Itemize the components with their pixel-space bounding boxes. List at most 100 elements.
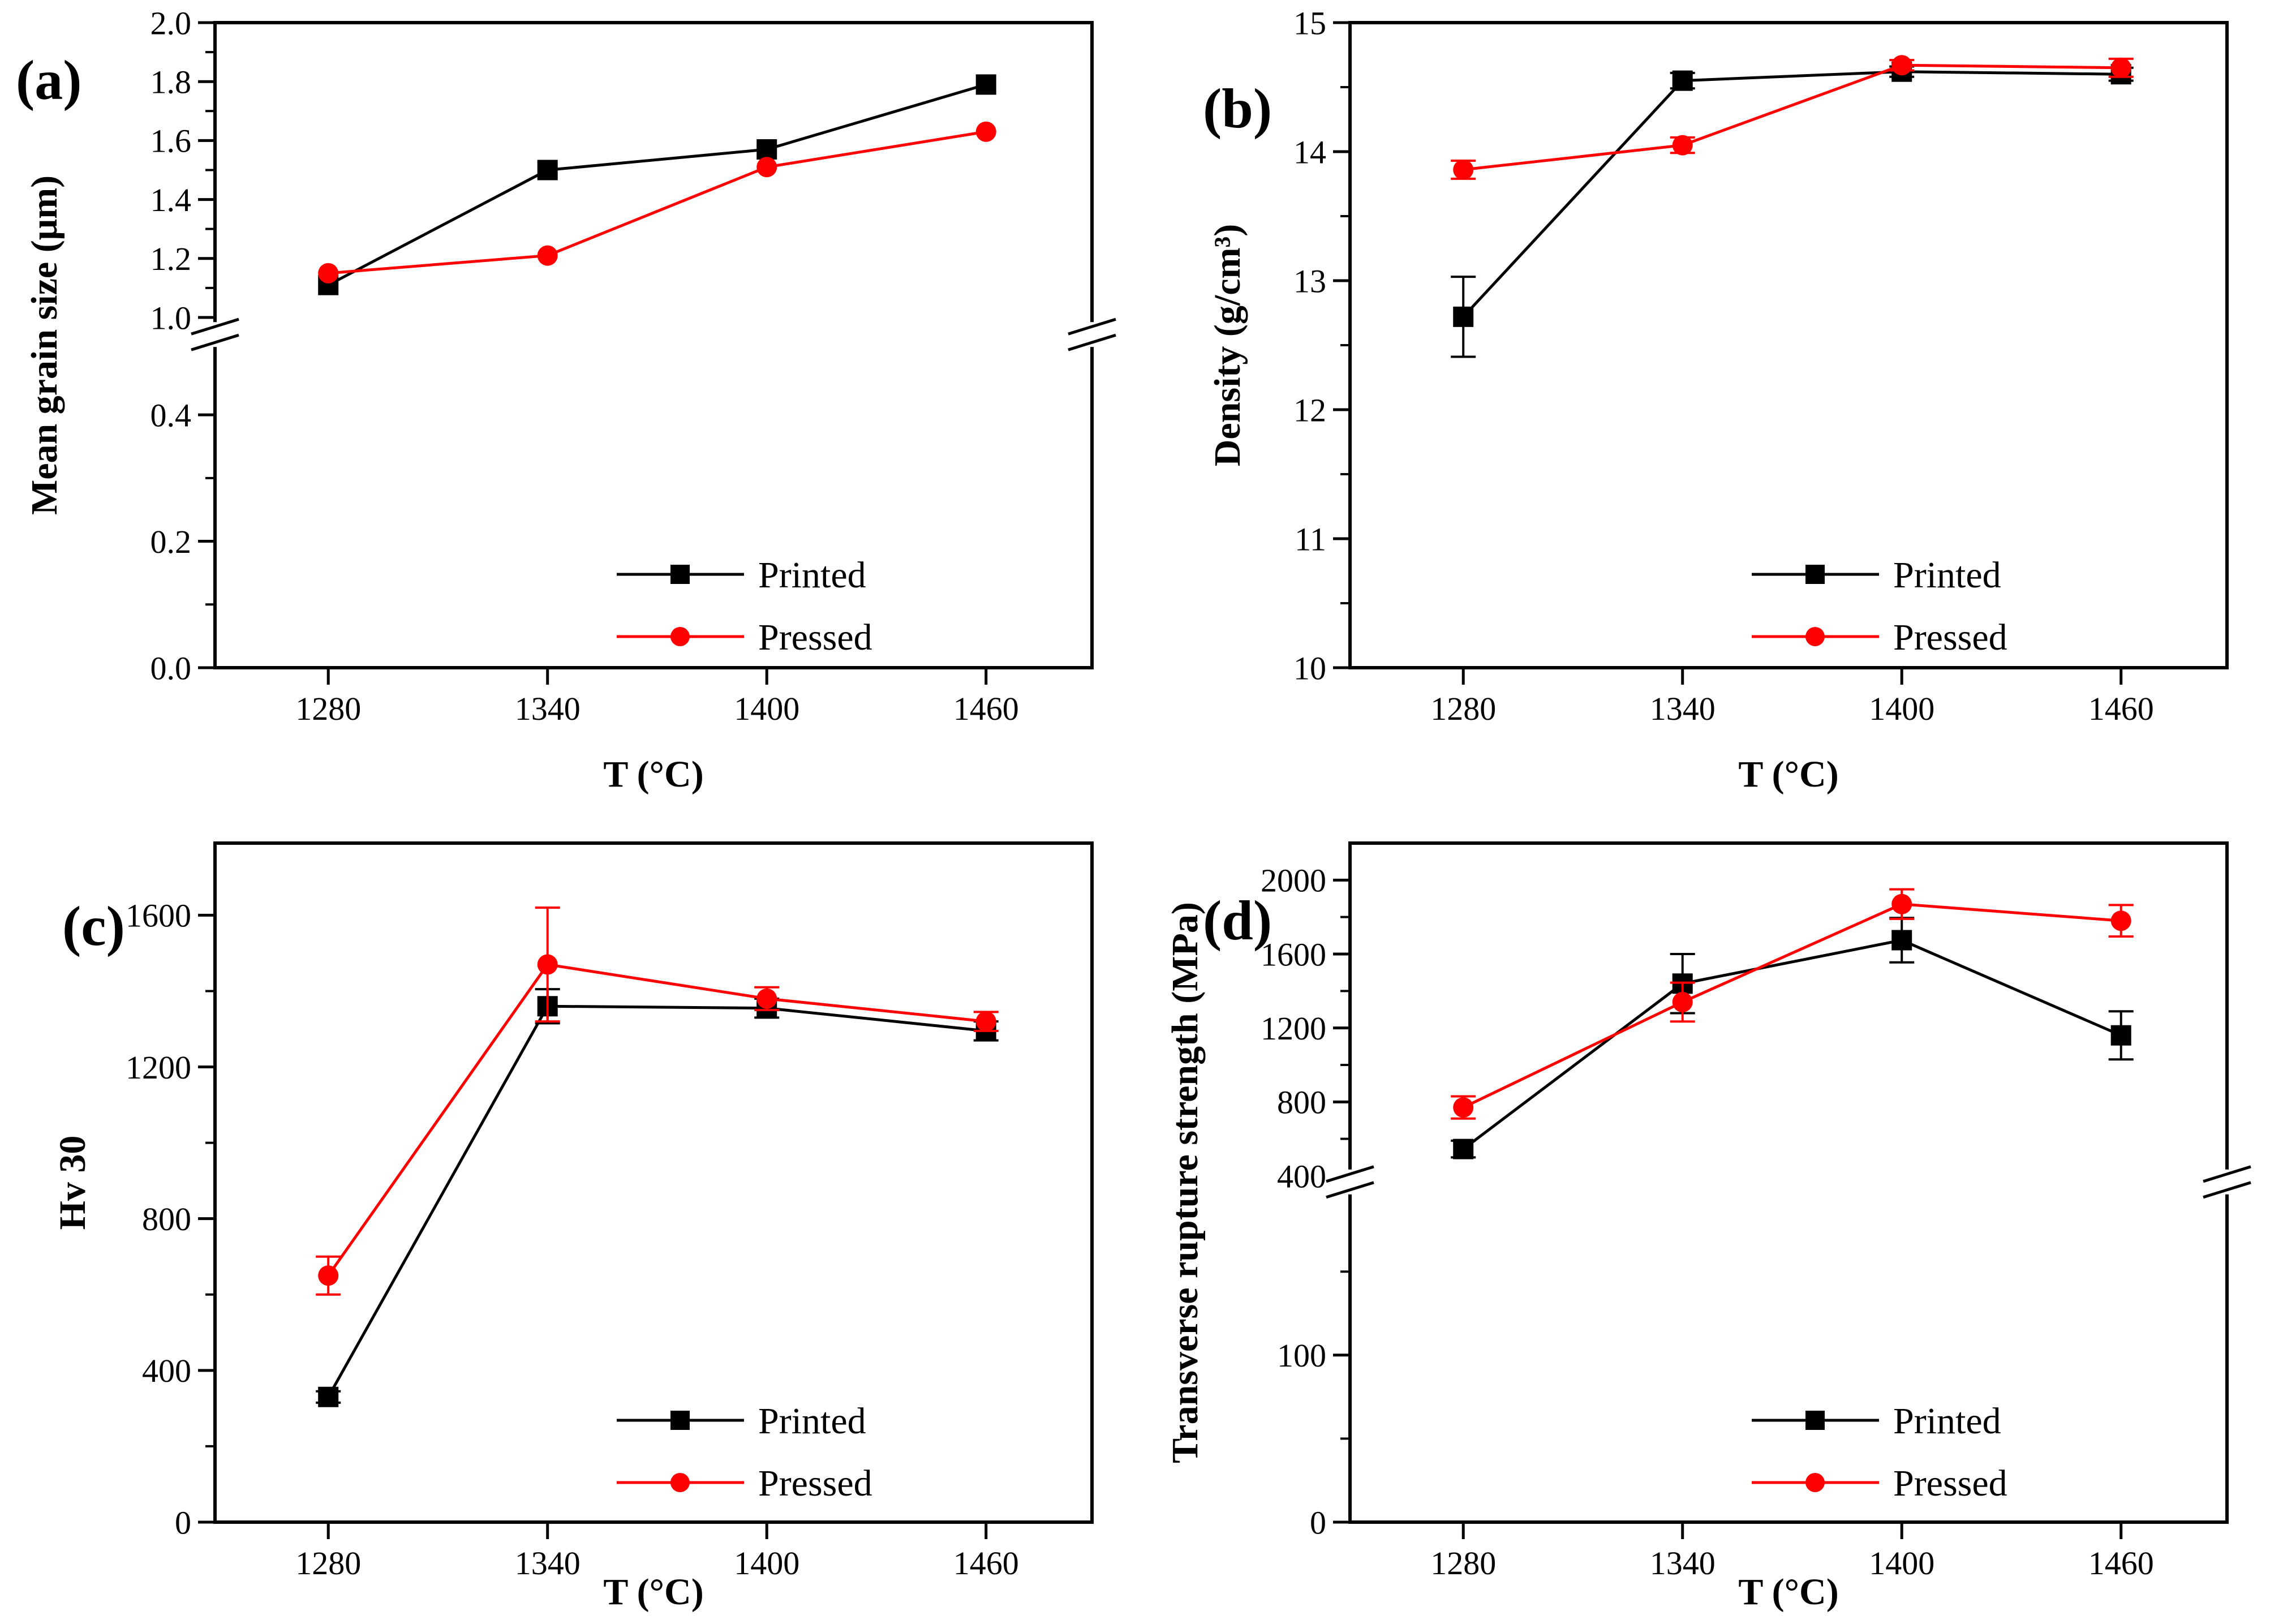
legend-label: Printed [1893,1400,2001,1442]
data-point-circle [756,988,777,1009]
data-point-square [1453,1138,1474,1159]
x-tick-label: 1400 [1869,690,1934,727]
legend-marker-circle [670,627,690,646]
y-tick-label: 1.4 [151,182,192,218]
series-line [1463,63,2121,171]
y-axis: 0.0 0.2 0.4 1.0 1.2 1.4 1.6 1.8 2.0 [151,5,215,686]
x-axis: 1280 1340 1400 1460 [1430,1522,2154,1582]
axis-break-slash [1068,333,1116,351]
data-point-square [975,74,996,95]
x-axis-title: T (°C) [603,754,703,795]
y-axis-title: Mean grain size (μm) [24,175,65,515]
legend-marker-circle [670,1473,690,1492]
y-tick-label: 15 [1293,5,1326,41]
legend-entry-pressed: Pressed [617,1463,872,1504]
x-tick-label: 1340 [1650,690,1716,727]
legend-marker-square [1805,1411,1825,1430]
y-axis-title: Hv 30 [52,1136,93,1230]
legend: Printed Pressed [1752,555,2007,658]
axis-break-slash [1326,1165,1374,1183]
series-pressed [1451,888,2134,1120]
y-tick-label: 400 [142,1352,191,1389]
legend: Printed Pressed [1752,1400,2007,1504]
x-axis-title: T (°C) [1738,754,1838,795]
x-tick-label: 1280 [1430,1545,1496,1582]
legend-label: Printed [758,1400,866,1442]
y-tick-label: 1.6 [151,123,192,160]
data-point-square [2110,1025,2131,1046]
y-axis-title: Transverse rupture strength (MPa) [1164,902,1206,1463]
data-point-square [1453,306,1474,327]
data-point-circle [1672,991,1693,1012]
y-tick-label: 13 [1293,263,1326,299]
panel-d-chart: 0 100 400 800 1200 1600 2000 1280 1340 1400 1460 Pr… [1164,841,2251,1613]
y-axis: 0 100 400 800 1200 1600 2000 [1261,862,1350,1541]
y-axis: 10 11 12 13 14 15 [1293,5,1350,686]
panel-label: (b) [1203,77,1272,140]
legend-entry-printed: Printed [1752,555,2001,596]
x-tick-label: 1340 [515,1545,581,1582]
legend-entry-pressed: Pressed [1752,617,2007,658]
panel-label: (a) [16,49,82,111]
series-pressed [1451,55,2134,180]
y-tick-label: 0.4 [151,397,192,433]
series-pressed [318,121,996,283]
y-tick-label: 800 [142,1201,191,1238]
panel-b: 10 11 12 13 14 15 1280 1340 1400 1460 Printed Press… [1135,0,2270,812]
axis-break-slash [191,317,239,336]
data-point-circle [537,245,558,266]
data-point-circle [1891,893,1912,914]
legend-label: Pressed [758,617,872,658]
legend-marker-square [1805,565,1825,584]
legend: Printed Pressed [617,1400,872,1504]
x-tick-label: 1460 [2088,690,2154,727]
legend-entry-printed: Printed [617,555,866,596]
legend-marker-square [670,1411,690,1430]
x-tick-label: 1280 [295,1545,361,1582]
panel-b-chart: 10 11 12 13 14 15 1280 1340 1400 1460 Printed Press… [1203,5,2229,795]
data-point-square [756,139,777,160]
legend-marker-square [670,565,690,584]
legend-label: Pressed [758,1463,872,1504]
x-tick-label: 1460 [2088,1545,2154,1582]
y-tick-label: 1600 [1261,936,1326,973]
series-line [327,1004,986,1398]
series-line [1462,70,2121,318]
y-axis-break [191,317,1116,351]
y-tick-label: 800 [1277,1084,1326,1121]
y-tick-label: 0 [1310,1504,1326,1541]
series-pressed [316,906,999,1296]
legend-label: Pressed [1893,617,2007,658]
x-tick-label: 1400 [734,1545,799,1582]
axis-break-slash [1068,317,1116,336]
panel-d: 0 100 400 800 1200 1600 2000 1280 1340 1400 1460 Pr… [1135,812,2270,1624]
data-point-circle [1672,135,1693,156]
legend-label: Printed [1893,555,2001,596]
y-axis: 0 400 800 1200 1600 [126,897,215,1541]
y-tick-label: 0.0 [151,650,192,686]
y-tick-label: 12 [1293,392,1326,428]
y-tick-label: 400 [1277,1158,1326,1195]
y-tick-label: 1600 [126,897,191,934]
y-tick-label: 0 [175,1504,191,1541]
y-axis-break [1326,1165,2251,1199]
x-axis: 1280 1340 1400 1460 [295,1522,1019,1582]
y-tick-label: 1.8 [151,63,192,100]
x-tick-label: 1280 [295,690,361,727]
legend-marker-circle [1805,627,1825,646]
panel-label: (d) [1203,889,1272,952]
x-axis: 1280 1340 1400 1460 [295,668,1019,727]
series-printed [318,74,996,295]
legend-label: Pressed [1893,1463,2007,1504]
data-point-circle [1453,1097,1474,1118]
y-tick-label: 10 [1293,650,1326,686]
series-line [328,130,987,275]
x-tick-label: 1340 [1650,1545,1716,1582]
x-tick-label: 1400 [734,690,799,727]
data-point-circle [318,1265,339,1286]
series-printed [316,988,999,1407]
y-tick-label: 2.0 [151,5,192,41]
